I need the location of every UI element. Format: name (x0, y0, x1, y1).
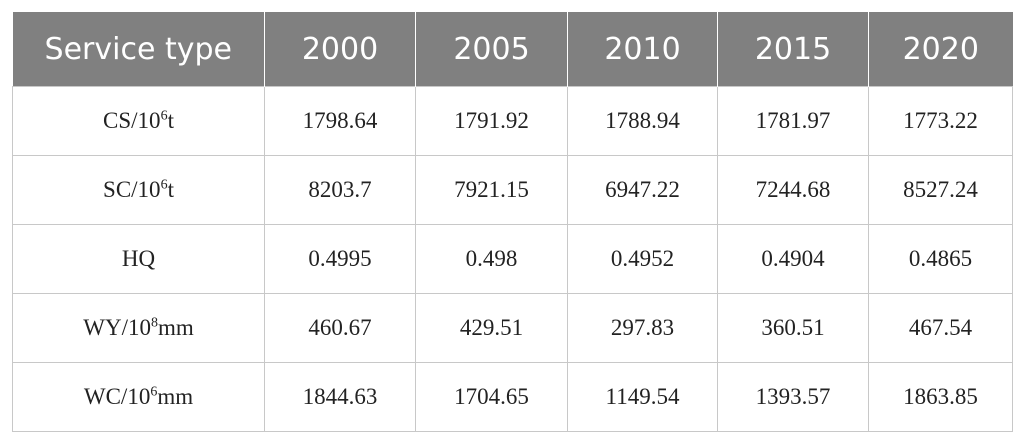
table-row: SC/106t 8203.7 7921.15 6947.22 7244.68 8527.2… (12, 155, 1013, 225)
table-cell: 0.4952 (567, 224, 718, 294)
superscript: 8 (150, 315, 158, 331)
header-cell: 2010 (567, 12, 718, 87)
superscript: 6 (150, 384, 158, 400)
row-label: CS/106t (12, 86, 265, 156)
table-cell: 8527.24 (868, 155, 1013, 225)
row-label: WC/106mm (12, 362, 265, 432)
table-cell: 7244.68 (717, 155, 869, 225)
table-cell: 7921.15 (415, 155, 568, 225)
table-cell: 1773.22 (868, 86, 1013, 156)
header-cell: 2015 (717, 12, 869, 87)
table-cell: 297.83 (567, 293, 718, 363)
header-cell: 2000 (264, 12, 416, 87)
table-cell: 0.4865 (868, 224, 1013, 294)
superscript: 6 (160, 177, 168, 193)
table-cell: 1704.65 (415, 362, 568, 432)
table-cell: 1844.63 (264, 362, 416, 432)
label-text: CS/10 (103, 108, 161, 133)
table-row: CS/106t 1798.64 1791.92 1788.94 1781.97 1773.… (12, 86, 1013, 156)
table-cell: 0.4995 (264, 224, 416, 294)
table-row: WY/108mm 460.67 429.51 297.83 360.51 467.54 (12, 293, 1013, 363)
header-cell: Service type (12, 12, 265, 87)
label-text: t (167, 108, 174, 133)
header-cell: 2005 (415, 12, 568, 87)
table-body: CS/106t 1798.64 1791.92 1788.94 1781.97 1773.… (12, 86, 1013, 432)
table-row: HQ 0.4995 0.498 0.4952 0.4904 0.4865 (12, 224, 1013, 294)
table-row: WC/106mm 1844.63 1704.65 1149.54 1393.57 1863… (12, 362, 1013, 432)
header-cell: 2020 (868, 12, 1013, 87)
table-cell: 0.4904 (717, 224, 869, 294)
row-label: SC/106t (12, 155, 265, 225)
label-text: t (167, 177, 174, 202)
label-text: WY/10 (83, 315, 151, 340)
row-label: HQ (12, 224, 265, 294)
table-cell: 460.67 (264, 293, 416, 363)
label-text: HQ (121, 246, 156, 271)
data-table: Service type 2000 2005 2010 2015 2020 CS/106t… (12, 12, 1013, 432)
table-cell: 360.51 (717, 293, 869, 363)
label-text: SC/10 (103, 177, 161, 202)
header-row: Service type 2000 2005 2010 2015 2020 (12, 12, 1013, 87)
table-cell: 1781.97 (717, 86, 869, 156)
table-cell: 1798.64 (264, 86, 416, 156)
table-cell: 6947.22 (567, 155, 718, 225)
table-cell: 8203.7 (264, 155, 416, 225)
superscript: 6 (160, 108, 168, 124)
label-text: WC/10 (83, 384, 151, 409)
table-cell: 1863.85 (868, 362, 1013, 432)
table-cell: 467.54 (868, 293, 1013, 363)
label-text: mm (157, 315, 194, 340)
table-cell: 1788.94 (567, 86, 718, 156)
table-cell: 0.498 (415, 224, 568, 294)
table-cell: 1149.54 (567, 362, 718, 432)
row-label: WY/108mm (12, 293, 265, 363)
table-cell: 429.51 (415, 293, 568, 363)
table-cell: 1791.92 (415, 86, 568, 156)
table-cell: 1393.57 (717, 362, 869, 432)
label-text: mm (157, 384, 194, 409)
